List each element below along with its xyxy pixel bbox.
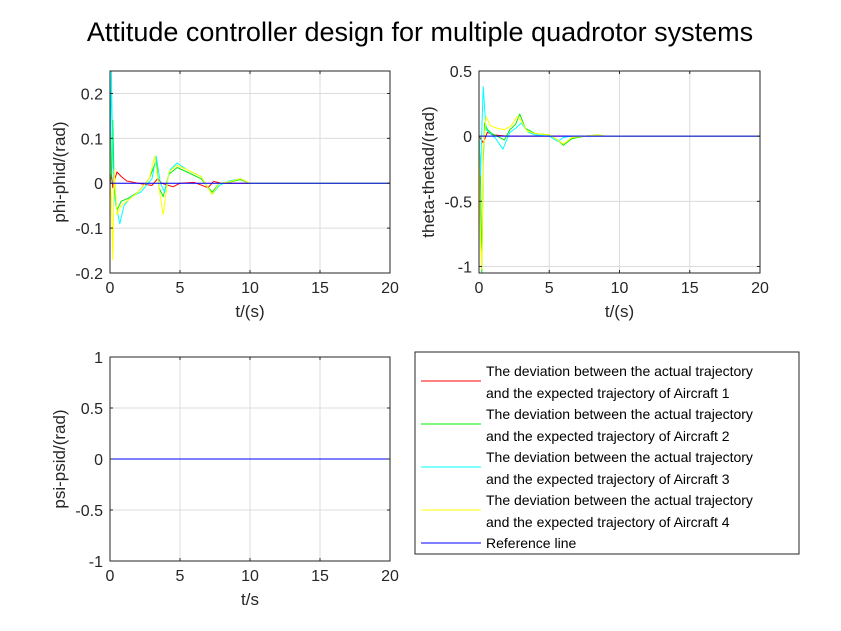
- theta-ylabel: theta-thetad/(rad): [419, 106, 438, 237]
- psi-xtick-label: 5: [176, 568, 185, 585]
- phi-error-axes: 0 5 10 15 20 -0.2 -0.1 0 0.1 0.2 t/(s) phi-phid/(ra…: [50, 70, 399, 321]
- phi-xtick-label: 5: [176, 280, 185, 297]
- phi-xtick-label: 20: [381, 280, 399, 297]
- psi-ylabel: psi-psid/(rad): [50, 409, 69, 508]
- legend-entry-1-line2: and the expected trajectory of Aircraft …: [486, 385, 730, 401]
- theta-xtick-label: 5: [545, 280, 554, 297]
- theta-xlabel: t/(s): [605, 302, 634, 321]
- psi-ytick-label: 0.5: [81, 401, 103, 418]
- legend-entry-5-line1: Reference line: [486, 535, 576, 551]
- legend-entry-2-line1: The deviation between the actual traject…: [486, 406, 753, 422]
- psi-xtick-label: 20: [381, 568, 399, 585]
- phi-series-a4: [110, 155, 390, 261]
- phi-xtick-label: 15: [311, 280, 329, 297]
- theta-xtick-label: 15: [681, 280, 699, 297]
- theta-ytick-label: -0.5: [444, 194, 472, 211]
- psi-xtick-label: 15: [311, 568, 329, 585]
- psi-xlabel: t/s: [241, 590, 259, 609]
- phi-xtick-label: 0: [106, 280, 115, 297]
- legend-box: [414, 351, 800, 555]
- phi-ytick-label: -0.1: [75, 221, 103, 238]
- phi-ylabel: phi-phid/(rad): [50, 121, 69, 222]
- theta-xtick-label: 0: [475, 280, 484, 297]
- psi-ytick-label: 0: [94, 452, 103, 469]
- legend-entry-1-line1: The deviation between the actual traject…: [486, 363, 753, 379]
- phi-series-group: [110, 71, 390, 261]
- psi-ytick-label: -1: [89, 554, 103, 571]
- theta-ytick-label: -1: [458, 259, 472, 276]
- legend-entry-2-line2: and the expected trajectory of Aircraft …: [486, 428, 730, 444]
- theta-ytick-label: 0: [463, 129, 472, 146]
- legend-entry-3-line2: and the expected trajectory of Aircraft …: [486, 471, 730, 487]
- theta-xtick-label: 10: [611, 280, 629, 297]
- psi-ytick-label: -0.5: [75, 503, 103, 520]
- theta-error-axes: 0 5 10 15 20 -1 -0.5 0 0.5 t/(s) theta-thetad/(rad…: [419, 64, 769, 321]
- theta-xtick-label: 20: [751, 280, 769, 297]
- phi-xtick-label: 10: [241, 280, 259, 297]
- phi-xlabel: t/(s): [235, 302, 264, 321]
- psi-xtick-label: 10: [241, 568, 259, 585]
- psi-ytick-label: 1: [94, 350, 103, 367]
- theta-series-group: [479, 86, 760, 273]
- legend-entry-4-line2: and the expected trajectory of Aircraft …: [486, 514, 730, 530]
- legend-entry-4-line1: The deviation between the actual traject…: [486, 492, 753, 508]
- psi-error-axes: 0 5 10 15 20 -1 -0.5 0 0.5 1 t/s psi-psid/(rad): [50, 350, 399, 609]
- legend-entry-3-line1: The deviation between the actual traject…: [486, 449, 753, 465]
- theta-ytick-label: 0.5: [450, 64, 472, 81]
- phi-ytick-label: 0: [94, 176, 103, 193]
- phi-ytick-label: 0.1: [81, 131, 103, 148]
- figure-title: Attitude controller design for multiple …: [87, 17, 753, 47]
- psi-xtick-label: 0: [106, 568, 115, 585]
- phi-ytick-label: -0.2: [75, 266, 103, 283]
- phi-ytick-label: 0.2: [81, 86, 103, 103]
- legend: The deviation between the actual traject…: [414, 351, 800, 555]
